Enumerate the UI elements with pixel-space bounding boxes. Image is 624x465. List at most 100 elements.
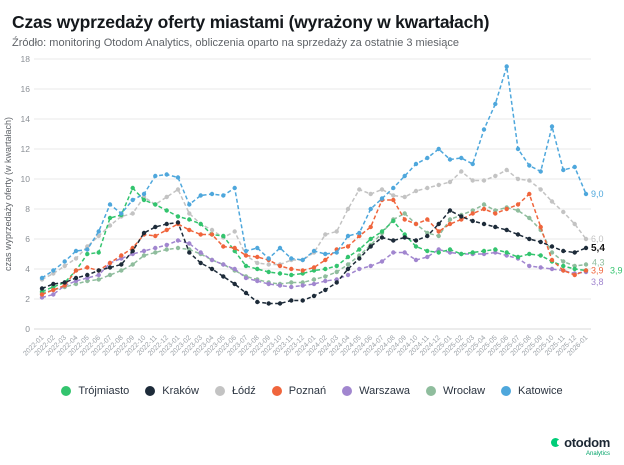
data-point — [493, 247, 498, 252]
data-point — [425, 233, 430, 239]
data-point — [198, 250, 203, 255]
data-point — [436, 182, 441, 188]
data-point — [209, 266, 215, 272]
data-point — [391, 193, 396, 198]
data-point — [504, 227, 509, 233]
data-point — [402, 173, 407, 179]
legend-item-Katowice: Katowice — [501, 385, 563, 397]
data-point — [425, 248, 430, 254]
data-point — [323, 232, 328, 237]
data-point — [243, 253, 249, 258]
y-tick-label: 8 — [25, 204, 30, 214]
data-point — [436, 250, 441, 255]
data-point — [425, 217, 430, 222]
data-point — [130, 248, 135, 254]
data-point — [85, 272, 90, 278]
data-point — [153, 233, 158, 239]
data-point — [289, 256, 294, 261]
data-point — [470, 211, 475, 216]
data-point — [119, 262, 124, 267]
end-value-label-Warszawa: 3,8 — [591, 277, 604, 287]
data-point — [232, 245, 237, 251]
data-point — [107, 272, 113, 278]
data-point — [289, 298, 294, 303]
data-point — [277, 283, 283, 288]
legend-label: Łódź — [231, 385, 256, 398]
data-point — [549, 199, 555, 204]
legend-label: Katowice — [518, 385, 563, 398]
data-point — [345, 262, 351, 267]
data-point — [39, 292, 45, 297]
data-point — [527, 236, 532, 242]
data-point — [255, 278, 260, 284]
data-point — [243, 248, 249, 254]
data-point — [402, 194, 407, 200]
data-point — [187, 250, 192, 255]
data-point — [164, 194, 169, 200]
data-point — [51, 268, 56, 273]
series-line-Trójmiasto — [41, 186, 587, 293]
data-point — [334, 269, 339, 275]
data-point — [96, 229, 101, 234]
data-point — [402, 211, 407, 216]
data-point — [379, 196, 385, 201]
data-point — [107, 215, 113, 221]
data-point — [549, 244, 555, 249]
data-point — [527, 178, 532, 183]
legend-item-Poznań: Poznań — [271, 385, 326, 397]
data-point — [187, 202, 192, 207]
data-point — [368, 191, 373, 197]
data-point — [459, 169, 464, 174]
data-point — [221, 262, 226, 267]
data-point — [413, 257, 419, 263]
legend-item-Kraków: Kraków — [145, 385, 199, 397]
y-tick-label: 12 — [21, 144, 31, 154]
data-point — [311, 248, 317, 254]
data-point — [141, 230, 147, 236]
data-point — [85, 247, 90, 252]
data-point — [221, 233, 226, 239]
data-point — [538, 187, 543, 192]
data-point — [153, 245, 158, 251]
data-point — [96, 233, 101, 239]
data-point — [413, 161, 419, 167]
y-tick-label: 16 — [21, 84, 31, 94]
logo-mark-icon — [551, 438, 562, 447]
data-point — [481, 221, 487, 227]
data-point — [391, 250, 396, 255]
data-point — [39, 275, 45, 281]
data-point — [391, 238, 396, 243]
data-point — [334, 229, 339, 234]
data-point — [436, 233, 441, 239]
data-point — [459, 214, 464, 219]
data-point — [334, 280, 339, 285]
data-point — [504, 250, 509, 255]
data-point — [527, 263, 532, 269]
data-point — [62, 259, 67, 264]
data-point — [583, 245, 589, 251]
data-point — [470, 250, 475, 255]
data-point — [277, 263, 283, 269]
data-point — [209, 227, 215, 233]
y-tick-label: 18 — [21, 54, 31, 64]
data-point — [85, 265, 90, 270]
data-point — [425, 155, 430, 161]
data-point — [221, 274, 226, 279]
data-point — [323, 251, 328, 257]
data-point — [141, 253, 147, 258]
data-point — [198, 221, 203, 227]
data-point — [357, 256, 362, 261]
data-point — [243, 263, 249, 269]
data-point — [357, 247, 362, 252]
data-point — [73, 275, 79, 281]
data-point — [345, 266, 351, 272]
data-point — [538, 239, 543, 245]
data-point — [572, 221, 577, 227]
data-point — [583, 268, 589, 273]
series-line-Łódź — [41, 169, 587, 281]
data-point — [175, 238, 181, 243]
data-point — [119, 268, 124, 273]
logo-sub-text: Analytics — [585, 451, 610, 457]
legend-swatch-icon — [61, 386, 72, 397]
data-point — [379, 235, 385, 240]
